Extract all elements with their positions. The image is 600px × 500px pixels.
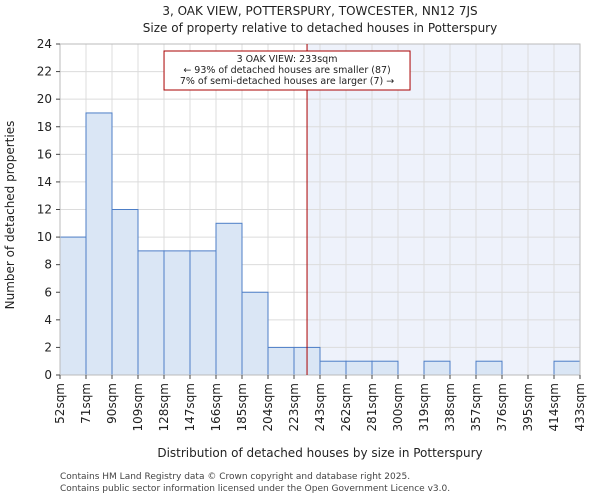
y-tick-label: 14 [37,175,52,189]
y-tick-label: 2 [44,340,52,354]
bar [475,360,503,376]
y-tick-label: 10 [37,230,52,244]
x-tick-label: 262sqm [339,383,353,431]
x-tick-label: 128sqm [157,383,171,431]
x-tick-label: 204sqm [261,383,275,431]
x-tick-label: 109sqm [131,383,145,431]
annotation-box [163,50,411,91]
bar [189,250,217,376]
x-tick-label: 376sqm [495,383,509,431]
y-tick-label: 22 [37,65,52,79]
x-tick-label: 281sqm [365,383,379,431]
y-tick-label: 6 [44,285,52,299]
bar [215,222,243,376]
x-tick-label: 185sqm [235,383,249,431]
x-tick-label: 319sqm [417,383,431,431]
x-tick-label: 243sqm [313,383,327,431]
x-tick-label: 300sqm [391,383,405,431]
x-tick-label: 52sqm [53,383,67,424]
chart-title: 3, OAK VIEW, POTTERSPURY, TOWCESTER, NN1… [162,4,477,18]
bar [85,112,113,376]
x-tick-label: 357sqm [469,383,483,431]
bar [345,360,373,376]
bar [553,360,581,376]
x-tick-label: 166sqm [209,383,223,431]
x-axis-label: Distribution of detached houses by size … [157,446,482,460]
bar [371,360,399,376]
bar [137,250,165,376]
x-tick-label: 223sqm [287,383,301,431]
chart-subtitle: Size of property relative to detached ho… [143,21,497,35]
bar [319,360,347,376]
y-tick-label: 18 [37,120,52,134]
x-tick-label: 414sqm [547,383,561,431]
y-tick-label: 4 [44,313,52,327]
bar [241,291,269,376]
bar [423,360,451,376]
footer-licence: Contains public sector information licen… [60,484,451,494]
bar [163,250,191,376]
bar [111,209,139,376]
y-tick-label: 24 [37,37,52,51]
annotation-line-3: 7% of semi-detached houses are larger (7… [180,76,394,87]
y-tick-label: 16 [37,147,52,161]
x-tick-label: 433sqm [573,383,587,431]
bar [267,346,295,376]
y-tick-label: 8 [44,258,52,272]
y-tick-label: 20 [37,92,52,106]
y-tick-label: 0 [44,368,52,382]
x-tick-label: 90sqm [105,383,119,424]
y-axis-label: Number of detached properties [3,121,17,310]
x-tick-label: 338sqm [443,383,457,431]
annotation-line-2: ← 93% of detached houses are smaller (87… [183,65,390,76]
x-tick-label: 147sqm [183,383,197,431]
y-tick-label: 12 [37,203,52,217]
x-tick-label: 71sqm [79,383,93,424]
annotation-line-1: 3 OAK VIEW: 233sqm [237,54,338,65]
footer-copyright: Contains HM Land Registry data © Crown c… [60,472,411,482]
bar [59,236,87,376]
x-tick-label: 395sqm [521,383,535,431]
